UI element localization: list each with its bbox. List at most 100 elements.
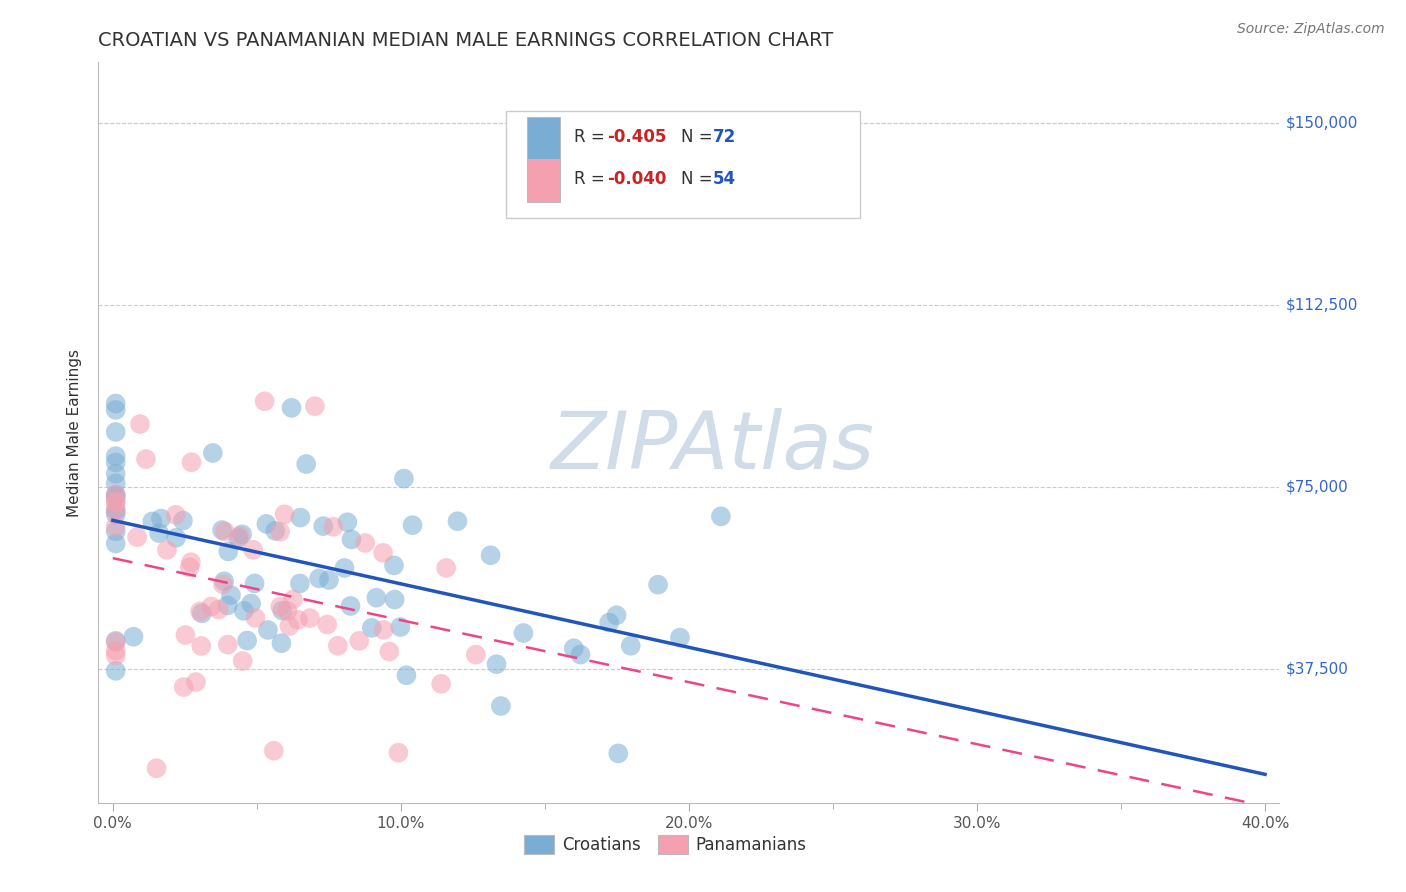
Point: [269, 524, 291, 539]
Point: [280, 401, 302, 415]
Point: [512, 626, 534, 640]
Point: [150, 511, 173, 525]
Point: [127, 530, 149, 544]
Point: [240, 597, 263, 611]
Point: [489, 698, 512, 713]
Point: [104, 495, 127, 509]
Point: [219, 588, 242, 602]
Point: [104, 503, 127, 517]
Point: [288, 576, 311, 591]
Point: [104, 508, 127, 522]
Point: [290, 510, 312, 524]
Point: [607, 747, 630, 761]
Point: [354, 536, 377, 550]
Point: [104, 633, 127, 648]
Point: [322, 520, 344, 534]
Point: [395, 668, 418, 682]
Text: $150,000: $150,000: [1285, 116, 1358, 130]
Point: [104, 455, 127, 469]
Point: [104, 519, 127, 533]
Point: [360, 621, 382, 635]
Point: [217, 544, 239, 558]
Point: [270, 636, 292, 650]
Point: [228, 529, 250, 543]
Point: [430, 677, 453, 691]
Point: [104, 491, 127, 505]
Point: [347, 633, 370, 648]
Point: [434, 561, 457, 575]
Point: [287, 613, 309, 627]
FancyBboxPatch shape: [527, 117, 560, 161]
Point: [710, 509, 733, 524]
Point: [371, 546, 394, 560]
Point: [298, 611, 321, 625]
Point: [242, 542, 264, 557]
Text: $37,500: $37,500: [1285, 662, 1348, 677]
Point: [308, 571, 330, 585]
Point: [295, 457, 318, 471]
Point: [104, 467, 127, 481]
Point: [253, 394, 276, 409]
Text: CROATIAN VS PANAMANIAN MEDIAN MALE EARNINGS CORRELATION CHART: CROATIAN VS PANAMANIAN MEDIAN MALE EARNI…: [98, 30, 834, 50]
Point: [333, 561, 356, 575]
Point: [174, 628, 197, 642]
Point: [104, 524, 127, 539]
Point: [145, 761, 167, 775]
FancyBboxPatch shape: [506, 111, 860, 218]
Point: [122, 630, 145, 644]
Point: [141, 514, 163, 528]
Point: [104, 403, 127, 417]
Point: [172, 514, 194, 528]
Point: [214, 524, 236, 539]
Text: Source: ZipAtlas.com: Source: ZipAtlas.com: [1237, 22, 1385, 37]
Point: [184, 675, 207, 690]
Point: [562, 641, 585, 656]
Point: [179, 560, 201, 574]
Point: [464, 648, 486, 662]
Point: [180, 455, 202, 469]
Point: [606, 608, 628, 623]
Point: [245, 611, 267, 625]
Text: -0.405: -0.405: [607, 128, 666, 146]
Text: -0.040: -0.040: [607, 170, 666, 188]
Point: [318, 573, 340, 587]
Point: [232, 604, 254, 618]
Point: [104, 476, 127, 491]
Text: 72: 72: [713, 128, 735, 146]
Point: [104, 643, 127, 657]
Point: [378, 644, 401, 658]
Point: [236, 633, 259, 648]
Point: [165, 531, 187, 545]
Point: [271, 604, 294, 618]
Point: [312, 519, 335, 533]
Point: [276, 604, 298, 618]
Point: [569, 648, 592, 662]
Point: [366, 591, 388, 605]
Point: [401, 518, 423, 533]
Text: R =: R =: [575, 170, 610, 188]
Point: [212, 577, 235, 591]
Point: [316, 617, 339, 632]
Point: [254, 516, 277, 531]
Point: [243, 576, 266, 591]
Point: [264, 524, 287, 538]
Point: [104, 536, 127, 550]
Point: [669, 631, 692, 645]
Text: N =: N =: [681, 128, 717, 146]
Point: [228, 531, 250, 545]
Point: [173, 680, 195, 694]
Text: 54: 54: [713, 170, 735, 188]
Point: [389, 620, 412, 634]
Point: [281, 592, 304, 607]
Point: [598, 615, 620, 630]
Point: [104, 635, 127, 649]
Point: [257, 623, 280, 637]
Point: [104, 488, 127, 502]
Point: [384, 592, 406, 607]
Point: [104, 648, 127, 663]
Point: [620, 639, 643, 653]
Point: [340, 533, 363, 547]
Point: [446, 514, 468, 528]
Point: [165, 508, 187, 522]
Text: ZIPAtlas: ZIPAtlas: [551, 409, 875, 486]
